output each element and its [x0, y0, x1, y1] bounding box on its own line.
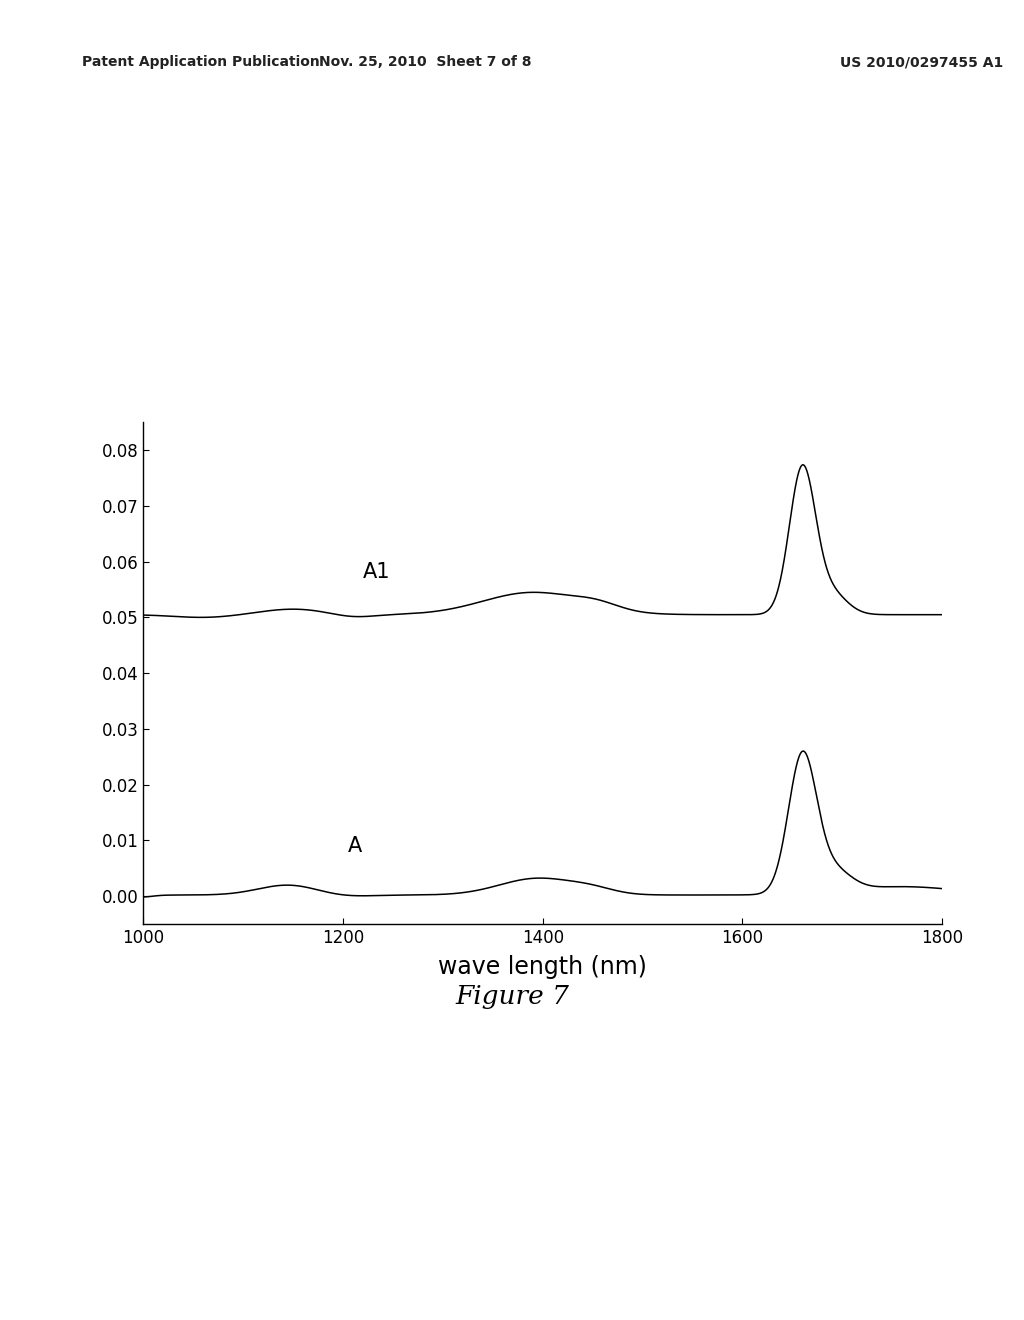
Text: A: A [348, 836, 362, 855]
Text: Nov. 25, 2010  Sheet 7 of 8: Nov. 25, 2010 Sheet 7 of 8 [318, 55, 531, 70]
Text: Patent Application Publication: Patent Application Publication [82, 55, 319, 70]
Text: A1: A1 [362, 562, 390, 582]
X-axis label: wave length (nm): wave length (nm) [438, 956, 647, 979]
Text: Figure 7: Figure 7 [455, 985, 569, 1008]
Text: US 2010/0297455 A1: US 2010/0297455 A1 [840, 55, 1002, 70]
